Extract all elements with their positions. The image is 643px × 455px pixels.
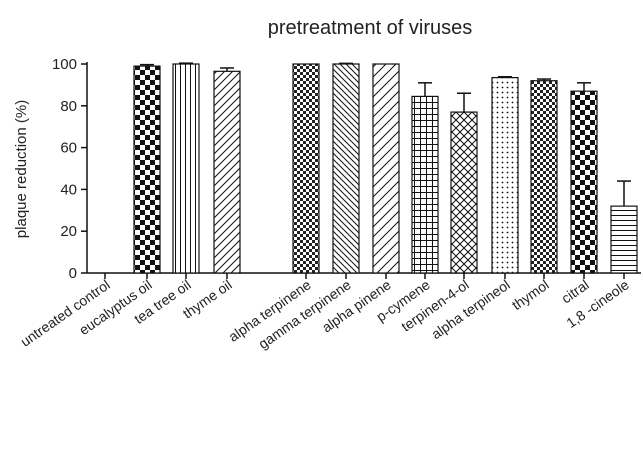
bar [332, 63, 360, 274]
bar [491, 76, 519, 274]
bars [133, 63, 638, 274]
bar [610, 205, 638, 274]
y-tick-label: 60 [60, 140, 77, 157]
bar [172, 63, 200, 274]
y-tick-label: 20 [60, 223, 77, 240]
y-ticks: 0 20 40 60 80 100 [52, 56, 87, 282]
y-tick-label: 80 [60, 98, 77, 115]
error-bars [140, 62, 631, 207]
y-tick-label: 40 [60, 181, 77, 198]
y-tick-label: 100 [52, 56, 77, 73]
bar [133, 65, 161, 274]
y-axis-label: plaque reduction (%) [13, 100, 30, 238]
bar [213, 70, 241, 274]
bar [570, 90, 598, 274]
bar [372, 63, 400, 274]
bar [530, 80, 558, 274]
bar [450, 111, 478, 274]
axes [86, 62, 641, 274]
bar [411, 95, 439, 274]
bar [292, 63, 320, 274]
chart-title: pretreatment of viruses [268, 17, 473, 39]
y-tick-label: 0 [69, 265, 77, 282]
x-tick-label: thymol [509, 276, 552, 313]
